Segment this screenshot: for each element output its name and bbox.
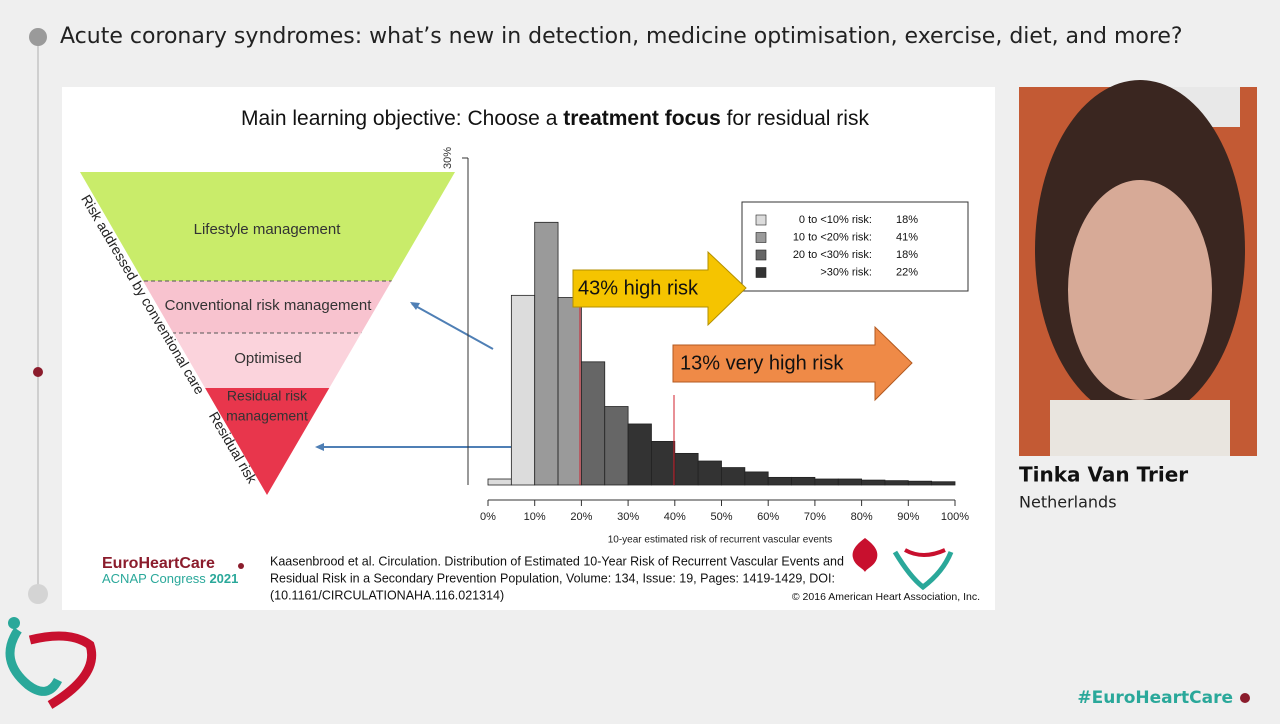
bar xyxy=(861,479,886,486)
x-tick-label: 100% xyxy=(941,511,969,523)
legend-share: 18% xyxy=(896,214,918,226)
bar xyxy=(767,476,792,486)
bar xyxy=(487,478,512,486)
society-logo xyxy=(892,550,954,591)
copyright: © 2016 American Heart Association, Inc. xyxy=(792,591,980,603)
x-tick-label: 60% xyxy=(757,511,779,523)
callout-label: 13% very high risk xyxy=(680,352,844,374)
speaker-face xyxy=(1068,180,1212,400)
speaker-country: Netherlands xyxy=(1019,493,1117,512)
corner-logo xyxy=(5,627,63,696)
legend-swatch xyxy=(755,249,767,261)
timeline-dot xyxy=(33,367,43,377)
x-axis-label: 10-year estimated risk of recurrent vasc… xyxy=(608,535,833,546)
citation: (10.1161/CIRCULATIONAHA.116.021314) xyxy=(270,588,504,602)
x-tick-label: 10% xyxy=(524,511,546,523)
corner-logo xyxy=(28,631,97,709)
pyramid-label: Lifestyle management xyxy=(194,221,342,238)
legend-share: 18% xyxy=(896,249,918,261)
corner-logo xyxy=(8,617,20,629)
arrow-head xyxy=(315,443,324,451)
callout-arrow xyxy=(672,325,913,402)
pointer-arrow xyxy=(411,303,494,350)
histogram: 30% 0% 10% 20% 30% 40% 50% 60% 70% 80% 90% 100% 10-y… xyxy=(442,147,969,546)
x-tick-label: 30% xyxy=(617,511,639,523)
timeline-dot xyxy=(29,28,47,46)
slide-title: Main learning objective: Choose a treatm… xyxy=(241,107,869,130)
header-title: Acute coronary syndromes: what’s new in … xyxy=(60,24,1183,49)
x-tick-label: 90% xyxy=(897,511,919,523)
citation: Kaasenbrood et al. Circulation. Distribu… xyxy=(270,554,844,568)
pyramid-level xyxy=(80,172,455,281)
bar xyxy=(884,480,909,486)
legend-label: 20 to <30% risk: xyxy=(793,249,872,261)
bar xyxy=(604,406,629,486)
callout-label: 43% high risk xyxy=(578,277,699,299)
legend-label: 10 to <20% risk: xyxy=(793,231,872,243)
legend-swatch xyxy=(755,232,767,243)
pyramid-label: Optimised xyxy=(234,350,302,367)
society-logo xyxy=(904,548,946,557)
hashtag-dot xyxy=(1240,693,1250,703)
x-tick-label: 70% xyxy=(804,511,826,523)
logo-dot xyxy=(238,563,244,569)
bar xyxy=(557,297,582,486)
bar xyxy=(814,478,839,486)
bar xyxy=(907,480,933,486)
y-tick-label: 30% xyxy=(442,147,454,169)
timeline-dot xyxy=(28,584,48,604)
x-tick-label: 0% xyxy=(480,511,496,523)
speaker-shirt xyxy=(1050,400,1230,456)
aha-logo xyxy=(852,538,878,572)
x-tick-label: 50% xyxy=(710,511,732,523)
legend-box xyxy=(741,201,969,292)
bar xyxy=(744,471,769,486)
legend-label: 0 to <10% risk: xyxy=(799,214,872,226)
bar xyxy=(581,361,606,486)
bar xyxy=(697,460,722,486)
x-tick-label: 40% xyxy=(664,511,686,523)
bar xyxy=(510,294,536,486)
hashtag: #EuroHeartCare xyxy=(1077,688,1233,708)
speaker-name: Tinka Van Trier xyxy=(1019,463,1188,487)
pyramid-label: Conventional risk management xyxy=(165,297,373,314)
bar xyxy=(721,467,746,486)
pyramid-label: Residual risk xyxy=(227,388,308,404)
legend-label: >30% risk: xyxy=(820,266,872,278)
citation: Residual Risk in a Secondary Prevention … xyxy=(270,571,835,585)
title-bold: treatment focus xyxy=(563,107,721,130)
bar xyxy=(674,452,699,486)
bar xyxy=(534,221,559,486)
bar xyxy=(837,478,863,486)
x-tick-label: 80% xyxy=(851,511,873,523)
pyramid-label: management xyxy=(226,408,308,424)
logo-year: 2021 xyxy=(209,571,238,586)
bar xyxy=(627,423,652,486)
legend-share: 41% xyxy=(896,231,918,243)
x-tick-label: 20% xyxy=(570,511,592,523)
arrow-head xyxy=(410,302,420,310)
callout-arrow xyxy=(572,250,747,327)
legend-swatch xyxy=(755,267,767,278)
bar xyxy=(651,440,676,486)
legend-swatch xyxy=(755,214,767,226)
title-part: for residual risk xyxy=(721,107,870,130)
bar xyxy=(791,476,816,486)
logo-sub-text: ACNAP Congress xyxy=(102,571,206,586)
logo-sub: ACNAP Congress 2021 xyxy=(102,571,238,586)
legend-share: 22% xyxy=(896,266,918,278)
bar xyxy=(931,481,956,486)
title-part: Main learning objective: Choose a xyxy=(241,107,563,130)
logo-name: EuroHeartCare xyxy=(102,555,215,572)
